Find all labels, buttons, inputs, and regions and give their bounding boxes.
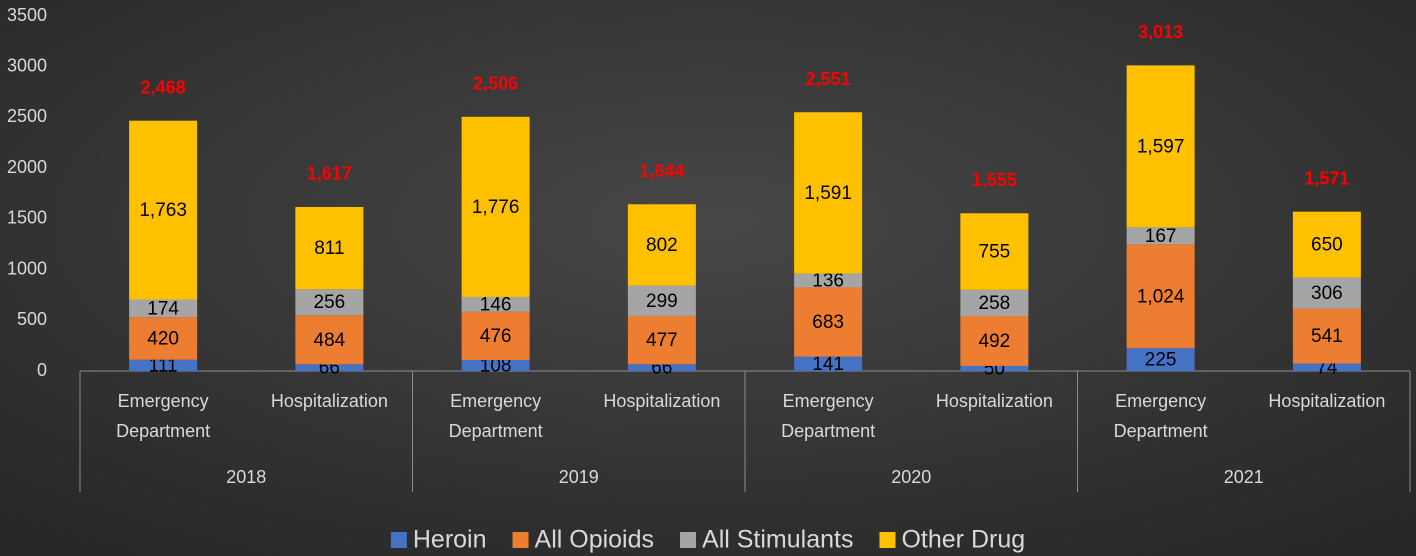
x-tick-label: Emergency Department xyxy=(449,391,543,441)
x-tick-label: Hospitalization xyxy=(1268,391,1385,411)
y-tick-label: 0 xyxy=(37,360,47,380)
total-label: 2,551 xyxy=(806,69,851,89)
bar-segment xyxy=(461,360,530,371)
data-label: 146 xyxy=(480,294,512,315)
bar-segment xyxy=(295,315,364,365)
data-label: 256 xyxy=(314,292,346,313)
data-label: 258 xyxy=(979,293,1011,314)
x-tick-label: Emergency Department xyxy=(781,391,875,441)
bar-segment xyxy=(627,204,696,286)
total-label: 1,571 xyxy=(1304,168,1349,188)
data-label: 476 xyxy=(480,326,512,347)
bar-segment xyxy=(295,289,364,316)
data-label: 174 xyxy=(147,298,179,319)
group-label: 2019 xyxy=(559,467,599,487)
bar-segment xyxy=(627,315,696,365)
bar-segment xyxy=(295,206,364,290)
data-label: 225 xyxy=(1145,350,1177,371)
bar-segment xyxy=(129,317,198,360)
data-label: 420 xyxy=(147,328,179,349)
group-label: 2018 xyxy=(226,467,266,487)
data-label: 141 xyxy=(812,354,844,375)
bar-segment xyxy=(1292,211,1361,278)
bar-segment xyxy=(1126,227,1195,245)
bar-segment xyxy=(129,299,198,318)
bar-segment xyxy=(1292,277,1361,309)
data-label: 1,597 xyxy=(1137,136,1185,157)
bar-segment xyxy=(1126,65,1195,228)
bar-segment xyxy=(461,311,530,361)
data-label: 167 xyxy=(1145,226,1177,247)
bar-segment xyxy=(960,316,1029,366)
bar-segment xyxy=(1126,348,1195,371)
y-tick-label: 3000 xyxy=(7,55,47,75)
bar-segment xyxy=(1292,363,1361,371)
data-label: 755 xyxy=(979,242,1011,263)
legend-label: All Stimulants xyxy=(702,526,853,554)
bar-segment xyxy=(129,359,198,371)
bar-segment xyxy=(794,356,863,371)
x-tick-label: Hospitalization xyxy=(271,391,388,411)
data-label: 111 xyxy=(149,355,178,376)
bar-segment xyxy=(960,213,1029,290)
legend-label: Heroin xyxy=(413,526,487,554)
bar-segment xyxy=(794,273,863,288)
legend-label: Other Drug xyxy=(901,526,1025,554)
legend-swatch xyxy=(512,532,529,548)
bar-segment xyxy=(461,296,530,312)
data-label: 1,763 xyxy=(139,200,187,221)
bar-segment xyxy=(129,120,198,300)
x-tick-label: Emergency Department xyxy=(1114,391,1208,441)
total-label: 2,468 xyxy=(141,77,186,97)
data-label: 1,024 xyxy=(1137,286,1185,307)
data-label: 484 xyxy=(314,330,346,351)
legend-label: All Opioids xyxy=(535,526,655,554)
total-label: 1,617 xyxy=(307,164,352,184)
data-label: 802 xyxy=(646,235,678,256)
bar-segment xyxy=(627,285,696,316)
bar-segment xyxy=(794,287,863,357)
bar-segment xyxy=(960,289,1029,317)
bar-segment xyxy=(960,365,1029,371)
y-tick-label: 1000 xyxy=(7,258,47,278)
y-tick-label: 1500 xyxy=(7,208,47,228)
y-tick-label: 500 xyxy=(17,309,47,329)
data-label: 306 xyxy=(1311,283,1343,304)
data-label: 136 xyxy=(812,271,844,292)
legend-swatch xyxy=(390,532,407,548)
legend-swatch xyxy=(879,532,896,548)
y-tick-label: 2000 xyxy=(7,157,47,177)
data-label: 492 xyxy=(979,331,1011,352)
total-label: 1,555 xyxy=(972,170,1017,190)
data-label: 108 xyxy=(480,356,512,377)
group-label: 2020 xyxy=(891,467,931,487)
data-label: 299 xyxy=(646,291,678,312)
data-label: 683 xyxy=(812,312,844,333)
total-label: 3,013 xyxy=(1138,22,1183,42)
bar-segment xyxy=(295,364,364,371)
x-tick-label: Hospitalization xyxy=(936,391,1053,411)
data-label: 1,776 xyxy=(472,197,520,218)
x-tick-label: Hospitalization xyxy=(603,391,720,411)
legend-swatch xyxy=(680,532,697,548)
y-tick-label: 2500 xyxy=(7,106,47,126)
data-label: 811 xyxy=(314,238,344,259)
total-label: 1,644 xyxy=(639,161,684,181)
data-label: 650 xyxy=(1311,235,1343,256)
bar-segment xyxy=(461,116,530,297)
data-label: 1,591 xyxy=(804,183,852,204)
bar-segment xyxy=(627,364,696,371)
bar-segment xyxy=(1126,244,1195,349)
group-label: 2021 xyxy=(1224,467,1264,487)
data-label: 541 xyxy=(1311,326,1343,347)
data-label: 477 xyxy=(646,330,678,351)
x-tick-label: Emergency Department xyxy=(116,391,210,441)
bar-segment xyxy=(794,112,863,274)
y-tick-label: 3500 xyxy=(7,5,47,25)
bar-segment xyxy=(1292,308,1361,364)
total-label: 2,506 xyxy=(473,74,518,94)
